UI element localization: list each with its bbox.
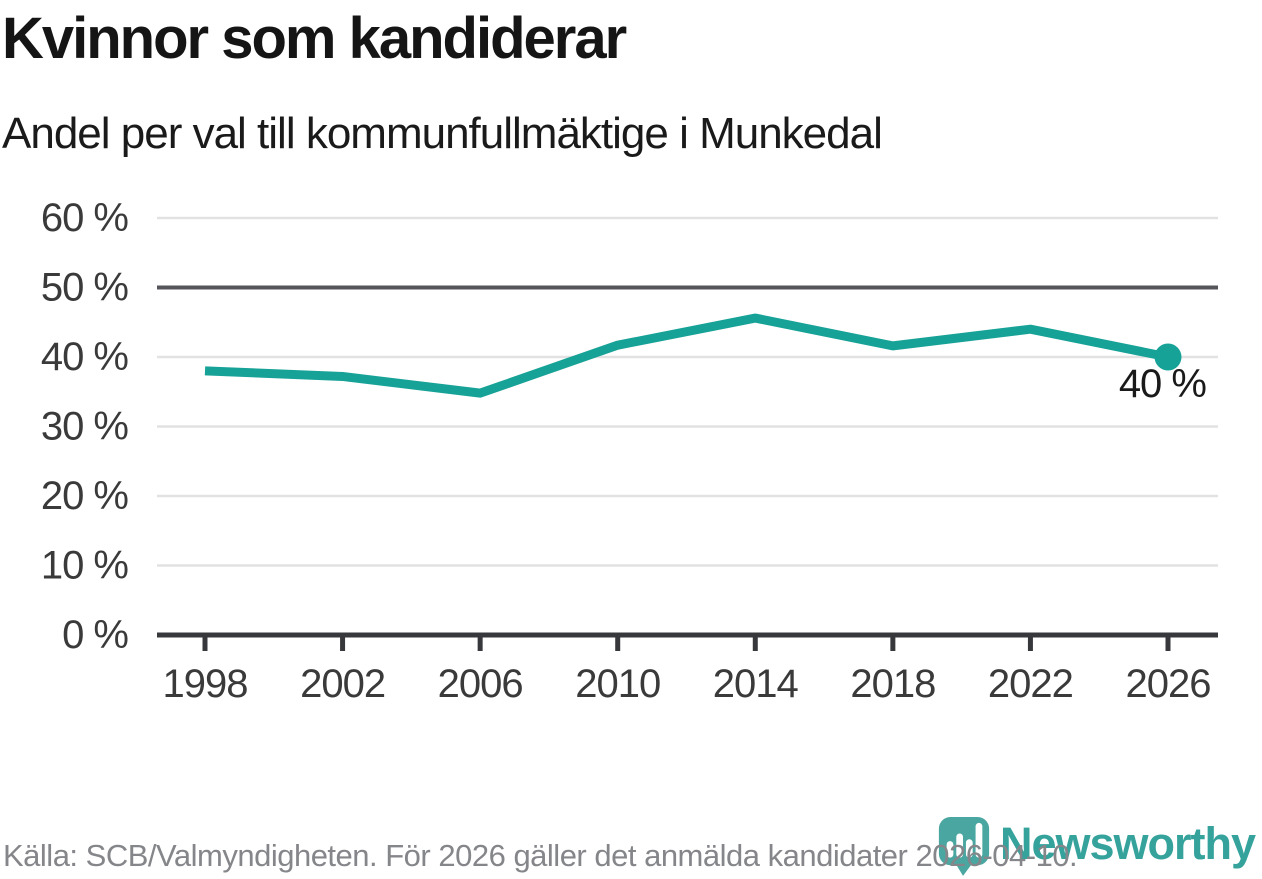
x-axis-tick-label: 2018 [850,662,935,706]
y-axis-tick-label: 20 % [41,474,129,518]
newsworthy-logo: Newsworthy [936,814,1256,878]
x-axis-tick-label: 2026 [1126,662,1211,706]
end-point-marker [1154,343,1182,371]
data-line [204,313,1169,398]
x-axis-tick-label: 1998 [163,662,248,706]
x-axis-tick-label: 2014 [713,662,799,706]
x-axis-tick-label: 2002 [300,662,385,706]
x-axis-tick-label: 2022 [988,662,1073,706]
y-axis-tick-label: 50 % [41,266,129,310]
newsworthy-logo-icon [938,817,990,876]
y-axis-tick-label: 60 % [41,196,129,240]
y-axis-tick-label: 10 % [41,544,129,588]
x-axis-tick-label: 2010 [575,662,660,706]
source-note: Källa: SCB/Valmyndigheten. För 2026 gäll… [3,838,1078,873]
line-chart: 0 % 10 % 20 % 30 % 40 % 50 % 60 % 1998 2002 2006 2… [41,196,1218,706]
x-axis-tick-label: 2006 [438,662,523,706]
logo-bubble-tail [954,861,974,876]
chart-subtitle: Andel per val till kommunfullmäktige i M… [2,109,883,158]
logo-bar-icon [956,833,964,858]
y-axis-tick-label: 40 % [41,335,129,379]
logo-bar-icon [965,839,973,858]
end-point-value-label: 40 % [1119,362,1207,406]
newsworthy-wordmark: Newsworthy [1000,818,1256,869]
y-axis-tick-label: 30 % [41,405,129,449]
y-axis-tick-label: 0 % [62,613,128,657]
logo-bar-icon [946,841,954,858]
chart-title: Kvinnor som kandiderar [2,6,627,71]
logo-bar-icon [975,822,983,858]
